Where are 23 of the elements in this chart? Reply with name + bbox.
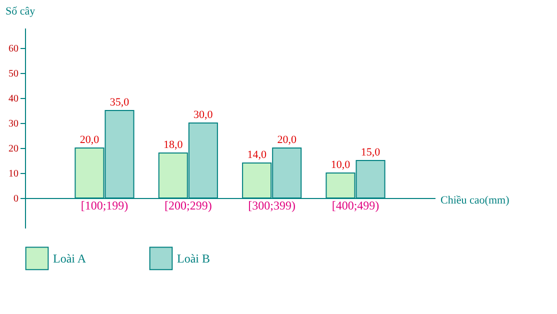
y-tick-label: 10 bbox=[8, 168, 18, 180]
data-label: 20,0 bbox=[80, 134, 100, 146]
x-tick-label: [300;399) bbox=[248, 198, 296, 212]
data-label: 35,0 bbox=[110, 96, 130, 108]
data-label: 18,0 bbox=[164, 139, 184, 151]
x-tick-label: [200;299) bbox=[164, 198, 212, 212]
y-tick-label: 0 bbox=[14, 194, 18, 204]
y-tick-label: 20 bbox=[8, 144, 18, 154]
data-label: 30,0 bbox=[194, 109, 214, 121]
data-label: 15,0 bbox=[360, 146, 381, 158]
y-axis-title: Số cây bbox=[6, 6, 36, 18]
y-tick-label: 60 bbox=[8, 44, 18, 54]
legend-label: Loài B bbox=[177, 251, 210, 266]
legend-label: Loài A bbox=[53, 251, 86, 266]
x-axis-title: Chiều cao(mm) bbox=[440, 194, 510, 206]
data-label: 14,0 bbox=[247, 149, 267, 161]
data-label: 10,0 bbox=[330, 159, 351, 171]
x-tick-label: [100;199) bbox=[80, 198, 128, 212]
y-tick-label: 40 bbox=[8, 94, 18, 104]
y-tick-label: 30 bbox=[8, 118, 18, 130]
y-tick-label: 50 bbox=[8, 68, 18, 80]
x-tick-label: [400;499) bbox=[332, 198, 380, 212]
data-label: 20,0 bbox=[277, 134, 297, 146]
